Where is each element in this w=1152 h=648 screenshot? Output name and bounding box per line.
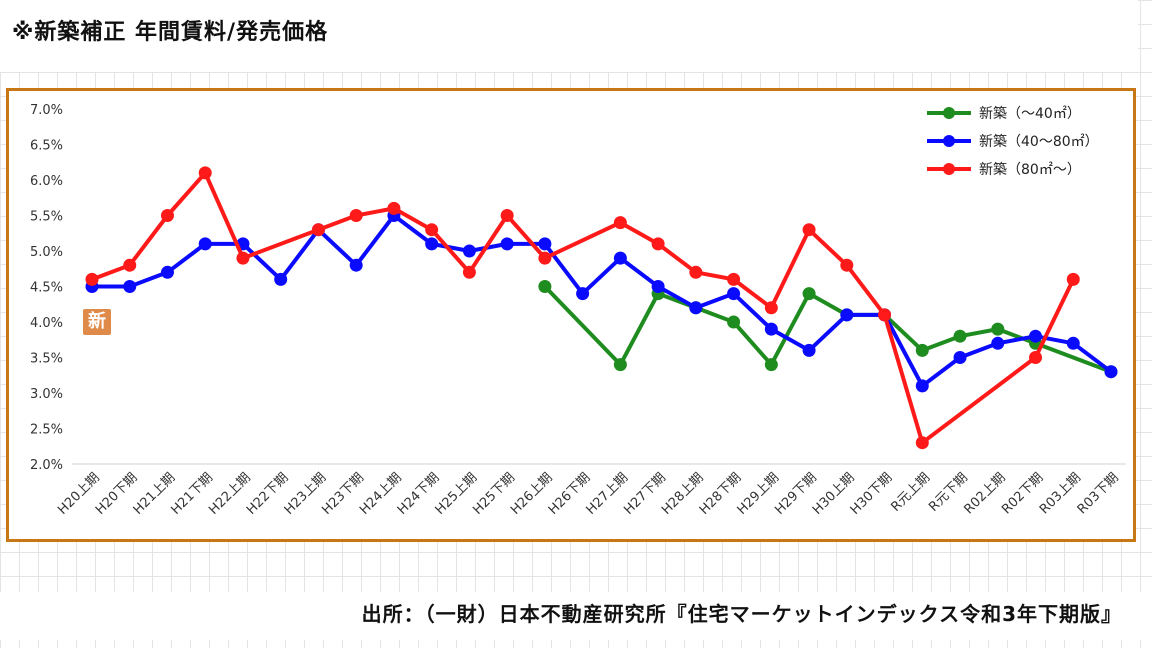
series-point-2 [85,272,99,286]
legend-label-2: 新築（80㎡～） [979,162,1081,178]
y-tick-label: 6.5% [30,139,63,154]
source-band [0,592,1152,640]
source-note: 出所：（一財）日本不動産研究所『住宅マーケットインデックス令和3年下期版』 [361,602,1122,626]
series-point-0 [991,322,1005,336]
series-point-1 [123,280,137,293]
series-point-1 [689,301,703,315]
legend-marker-1 [943,135,955,147]
series-point-1 [915,379,929,393]
y-tick-label: 6.0% [30,174,63,189]
legend-marker-0 [943,107,955,119]
y-tick-label: 5.5% [30,210,63,225]
title-band [0,0,1138,72]
x-tick-label: R03下期 [1075,470,1122,517]
series-point-0 [727,315,741,329]
series-point-0 [802,287,816,301]
series-point-1 [991,336,1005,350]
series-point-2 [1029,351,1043,364]
y-tick-label: 2.5% [30,423,63,438]
legend-marker-2 [943,163,955,175]
series-point-0 [915,343,929,357]
series-point-2 [160,209,174,222]
line-chart: 2.0% 2.5% 3.0% 3.5% 4.0% 4.5% 5.0% 5.5% 6.0% 6.5%… [30,103,1126,518]
series-point-1 [1104,365,1118,379]
series-point-2 [538,251,552,265]
y-tick-label: 3.0% [30,387,63,402]
series-point-1 [500,237,514,251]
y-tick-label: 4.5% [30,281,63,296]
series-point-2 [123,258,137,272]
series-point-2 [1066,272,1080,286]
chart-frame: 2.0% 2.5% 3.0% 3.5% 4.0% 4.5% 5.0% 5.5% 6.0% 6.5%… [6,88,1136,542]
series-point-1 [613,251,627,265]
series-point-2 [802,223,816,237]
series-point-2 [689,265,703,279]
series-point-1 [953,351,967,364]
y-tick-label: 3.5% [30,352,63,367]
series-point-1 [198,237,212,251]
series-point-1 [349,258,363,272]
series-point-2 [727,272,741,286]
series-point-0 [538,280,552,293]
series-point-2 [613,216,627,230]
series-point-1 [576,287,590,301]
series-point-0 [613,358,627,372]
new-build-badge: 新 [83,309,111,335]
series-point-1 [274,272,288,286]
series-point-1 [1066,336,1080,350]
series-point-2 [915,436,929,450]
series-point-1 [160,265,174,279]
series-point-0 [953,329,967,343]
series-point-0 [764,358,778,372]
series-point-1 [802,343,816,357]
series-point-2 [349,209,363,222]
y-tick-label: 7.0% [30,103,63,118]
series-point-2 [878,308,892,322]
series-point-2 [840,258,854,272]
series-point-1 [840,308,854,322]
series-point-1 [764,322,778,336]
y-tick-label: 2.0% [30,458,63,473]
page-title: ※新築補正 年間賃料/発売価格 [12,20,329,45]
x-tick-label: R元上期 [889,470,934,515]
y-tick-label: 5.0% [30,245,63,260]
series-point-2 [651,237,665,251]
y-tick-label: 4.0% [30,316,63,331]
series-line-1 [92,213,1113,388]
series-point-2 [425,223,439,237]
series-line-0 [543,285,1112,374]
series-point-2 [462,265,476,279]
legend-label-1: 新築（40～80㎡） [979,134,1099,150]
series-point-2 [764,301,778,315]
series-point-1 [425,237,439,251]
series-point-1 [651,280,665,293]
series-point-1 [727,287,741,301]
series-point-2 [311,223,325,237]
series-point-1 [538,237,552,251]
x-tick-label: H30下期 [848,470,896,518]
series-point-1 [462,244,476,258]
series-point-2 [387,201,401,215]
series-line-2 [91,170,1076,445]
series-point-2 [500,209,514,222]
legend-label-0: 新築（～40㎡） [979,106,1081,122]
series-point-2 [236,251,250,265]
series-point-1 [1029,329,1043,343]
series-point-2 [198,166,212,180]
